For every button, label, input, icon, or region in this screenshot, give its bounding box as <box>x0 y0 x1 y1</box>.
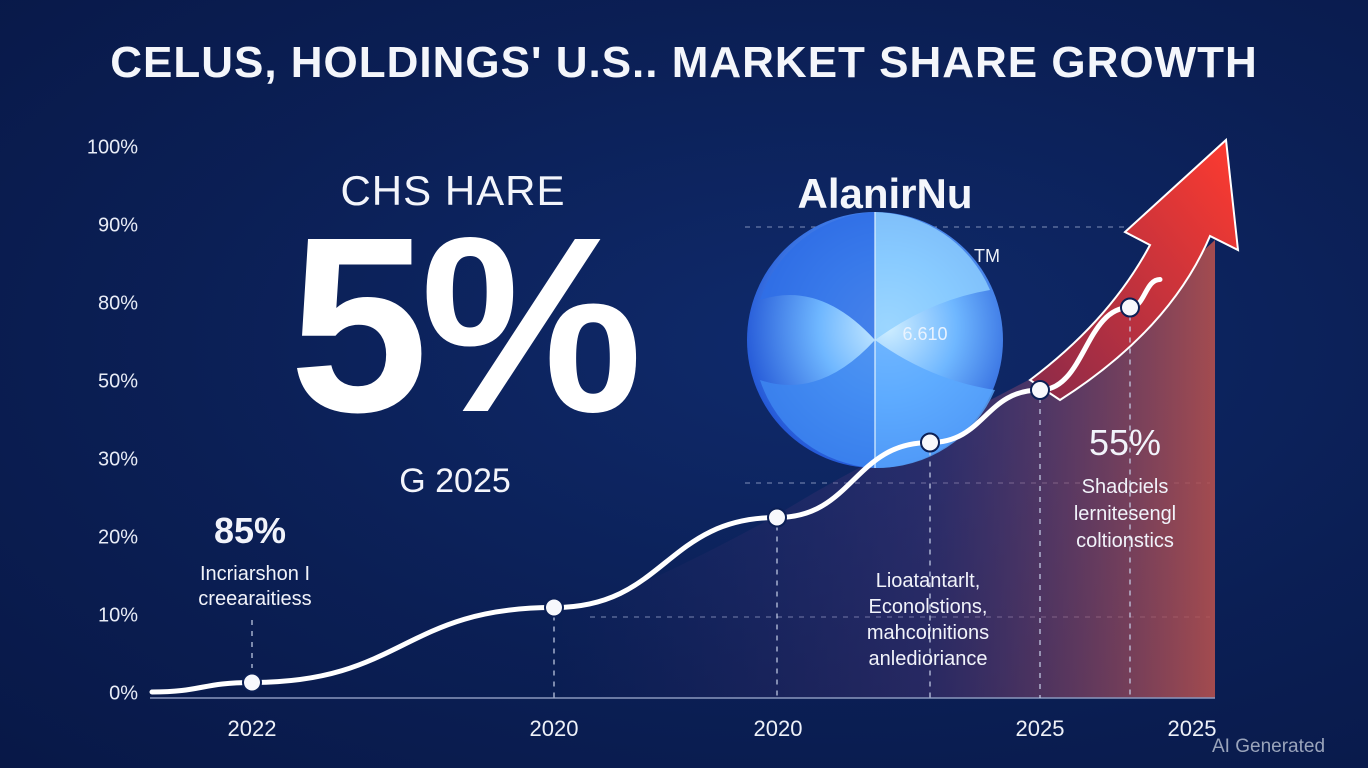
y-tick-label: 20% <box>97 526 138 549</box>
annotation-left-percent: 85% <box>213 510 287 551</box>
data-point <box>544 597 564 618</box>
series-line <box>149 277 1163 695</box>
brand-name: AlanirNu <box>797 170 973 217</box>
annotation-line: Incriarshon I <box>199 563 311 585</box>
annotation-line: Shadciels <box>1081 476 1169 498</box>
area-fill <box>560 240 1215 698</box>
annotation-line: anledioriance <box>868 648 988 670</box>
y-tick-label: 50% <box>97 370 138 393</box>
annotation-right-percent: 55% <box>1088 422 1162 463</box>
annotation-line: creearaitiess <box>198 588 312 610</box>
data-point <box>920 432 940 453</box>
annotation-mid-text: Lioatantarlt, Econolstions, mahcoinition… <box>838 568 1018 672</box>
annotation-line: mahcoinitions <box>866 622 990 644</box>
share-label: CHS HARE <box>340 167 566 214</box>
y-tick-label: 30% <box>97 448 138 471</box>
x-tick-label: 2025 <box>1015 716 1065 741</box>
annotation-left-text: Incriarshon I creearaitiess <box>170 562 340 612</box>
data-point <box>1120 297 1140 318</box>
share-big-value: 5% <box>289 185 642 464</box>
growth-arrow-icon <box>1028 137 1240 402</box>
data-point <box>1030 380 1050 400</box>
annotation-line: Lioatantarlt, <box>875 570 981 592</box>
x-tick-label: 2020 <box>529 716 579 741</box>
y-tick-label: 90% <box>97 214 138 237</box>
chart-title: CELUS, HOLDINGS' U.S.. MARKET SHARE GROW… <box>110 38 1258 87</box>
annotation-line: lernitesengl <box>1073 503 1177 525</box>
data-point <box>767 507 787 528</box>
y-tick-label: 0% <box>109 682 138 705</box>
y-tick-label: 10% <box>97 604 138 627</box>
annotation-line: coltionstics <box>1076 530 1174 552</box>
watermark: AI Generated <box>1212 736 1326 757</box>
annotation-right-text: Shadciels lernitesengl coltionstics <box>1045 474 1205 555</box>
globe-label: 6.610 <box>902 324 948 344</box>
x-tick-label: 2020 <box>753 716 803 741</box>
y-tick-label: 80% <box>97 292 138 315</box>
data-point <box>242 672 262 693</box>
trademark-mark: TM <box>974 246 1000 266</box>
annotation-line: Econolstions, <box>868 596 988 618</box>
globe-logo-icon <box>747 212 1003 469</box>
y-tick-label: 100% <box>86 136 138 159</box>
x-tick-label: 2022 <box>227 716 277 741</box>
x-tick-label: 2025 <box>1167 716 1217 741</box>
share-year: G 2025 <box>399 462 511 500</box>
